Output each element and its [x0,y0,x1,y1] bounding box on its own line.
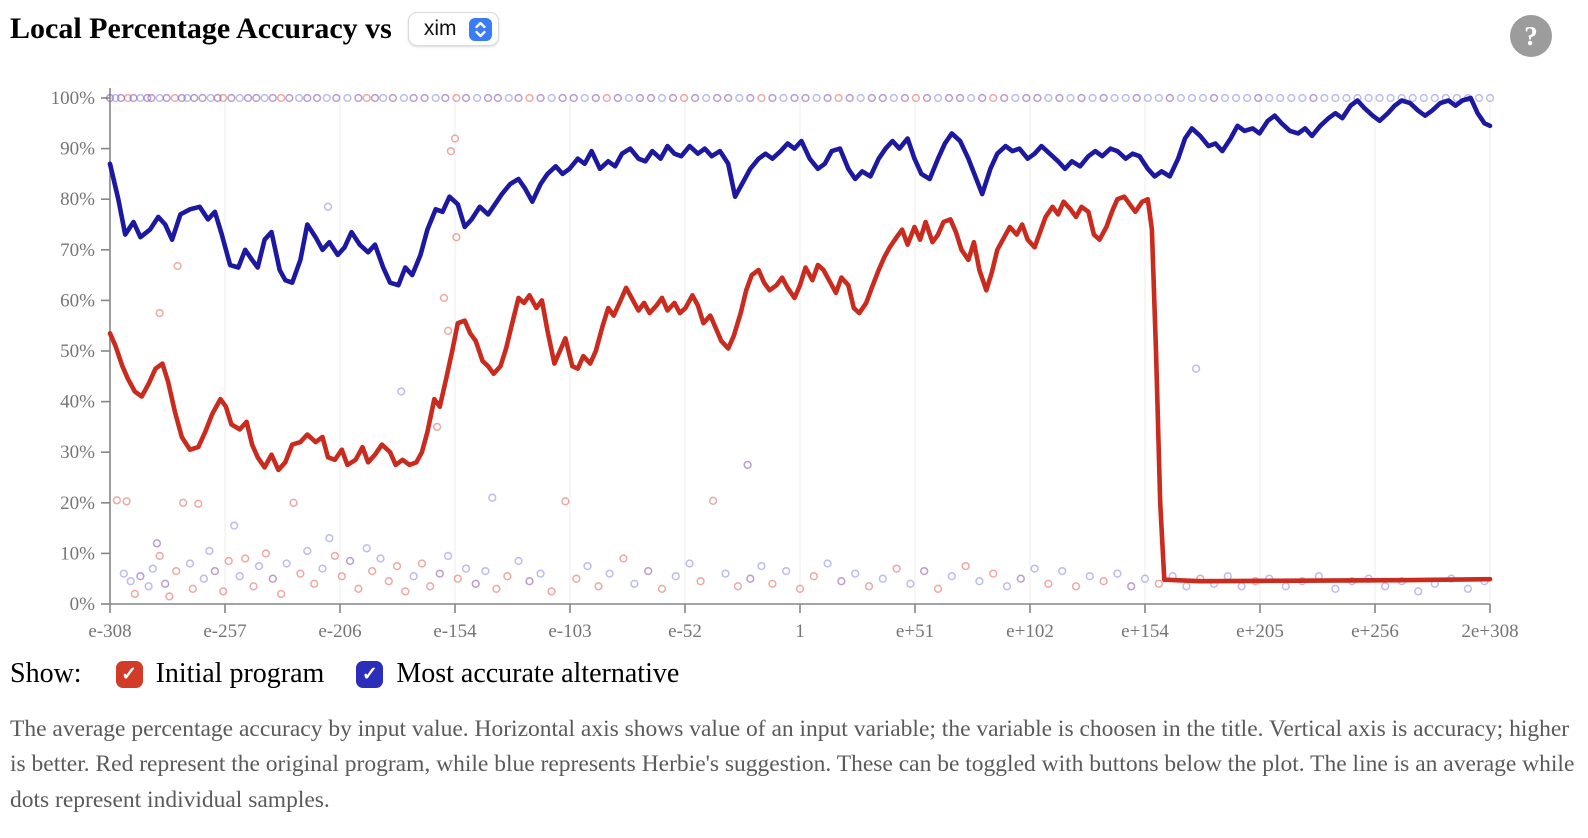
svg-text:70%: 70% [60,240,95,261]
svg-text:e+51: e+51 [896,621,934,642]
svg-text:90%: 90% [60,139,95,160]
svg-text:2e+308: 2e+308 [1461,621,1518,642]
svg-text:e-154: e-154 [433,621,477,642]
svg-text:e+154: e+154 [1121,621,1169,642]
svg-text:0%: 0% [70,594,96,615]
question-mark-icon: ? [1524,20,1538,51]
svg-text:e-206: e-206 [318,621,361,642]
svg-text:e-308: e-308 [88,621,131,642]
svg-text:30%: 30% [60,442,95,463]
svg-text:e-52: e-52 [668,621,702,642]
svg-text:1: 1 [795,621,805,642]
select-chevrons-icon [468,17,492,41]
toggle-checkbox[interactable]: ✓ [115,660,143,688]
svg-text:e-103: e-103 [548,621,591,642]
page-title: Local Percentage Accuracy vs [10,12,392,45]
svg-text:80%: 80% [60,189,95,210]
svg-text:60%: 60% [60,290,95,311]
variable-select-value: xim [423,17,457,40]
toggle-initial-program[interactable]: ✓ Initial program [115,658,325,690]
variable-select[interactable]: xim [407,12,499,46]
show-controls: Show: ✓ Initial program ✓ Most accurate … [10,658,711,690]
toggle-most-accurate[interactable]: ✓ Most accurate alternative [356,658,679,690]
svg-text:e+256: e+256 [1351,621,1399,642]
svg-text:e+102: e+102 [1006,621,1054,642]
svg-text:e-257: e-257 [203,621,246,642]
chart-description: The average percentage accuracy by input… [10,716,1575,813]
toggle-checkbox[interactable]: ✓ [356,660,384,688]
chart-area: 0% 10% 20% 30% 40% 50% 60% 70% 80% 90% 100% e-308 e-… [0,58,1588,650]
svg-text:40%: 40% [60,392,95,413]
svg-text:10%: 10% [60,543,95,564]
toggle-label: Initial program [155,658,325,689]
svg-text:50%: 50% [60,341,95,362]
show-label: Show: [10,658,82,689]
svg-text:20%: 20% [60,493,95,514]
toggle-label: Most accurate alternative [396,658,680,689]
accuracy-chart: 0% 10% 20% 30% 40% 50% 60% 70% 80% 90% 100% e-308 e-… [51,88,1519,642]
help-button[interactable]: ? [1510,15,1552,57]
svg-text:e+205: e+205 [1236,621,1284,642]
svg-text:100%: 100% [51,88,96,109]
chart-header: Local Percentage Accuracy vs xim [10,12,499,46]
